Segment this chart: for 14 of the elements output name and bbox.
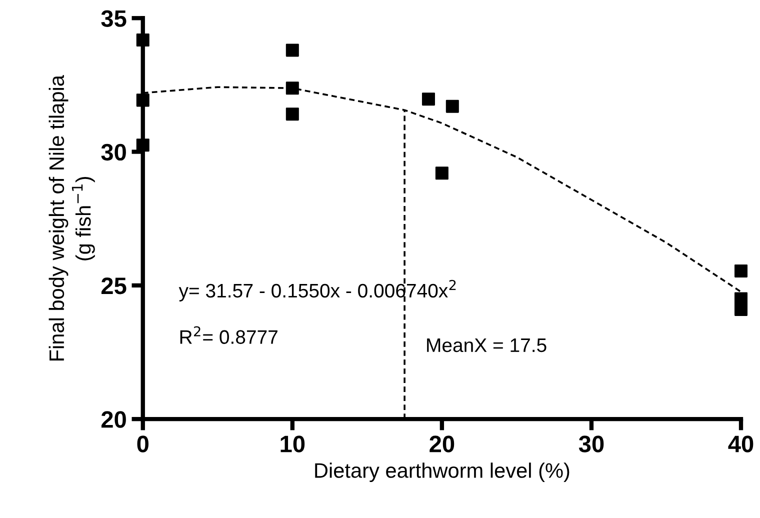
y-tick-label: 30: [101, 144, 126, 161]
x-axis-title: Dietary earthworm level (%): [315, 462, 570, 482]
x-tick-label: 40: [728, 436, 754, 452]
x-tick-label: 30: [578, 436, 604, 452]
x-tick-label: 10: [280, 436, 305, 452]
y-axis-title: Final body weight of Nile tilapia (g fish$^{−1}$): [48, 74, 95, 360]
y-tick-label: 35: [101, 10, 126, 27]
y-tick-label: 25: [101, 277, 126, 294]
x-tick-label: 20: [430, 436, 454, 452]
y-tick-label: 20: [101, 411, 126, 428]
ref-line-label: MeanX = 17.5: [427, 338, 546, 352]
annotation: R$^{2}$= 0.8777: [180, 326, 278, 344]
annotation: y= 31.57 - 0.1550x - 0.006740x$^{2}$: [178, 280, 456, 302]
x-tick-label: 0: [137, 436, 148, 452]
